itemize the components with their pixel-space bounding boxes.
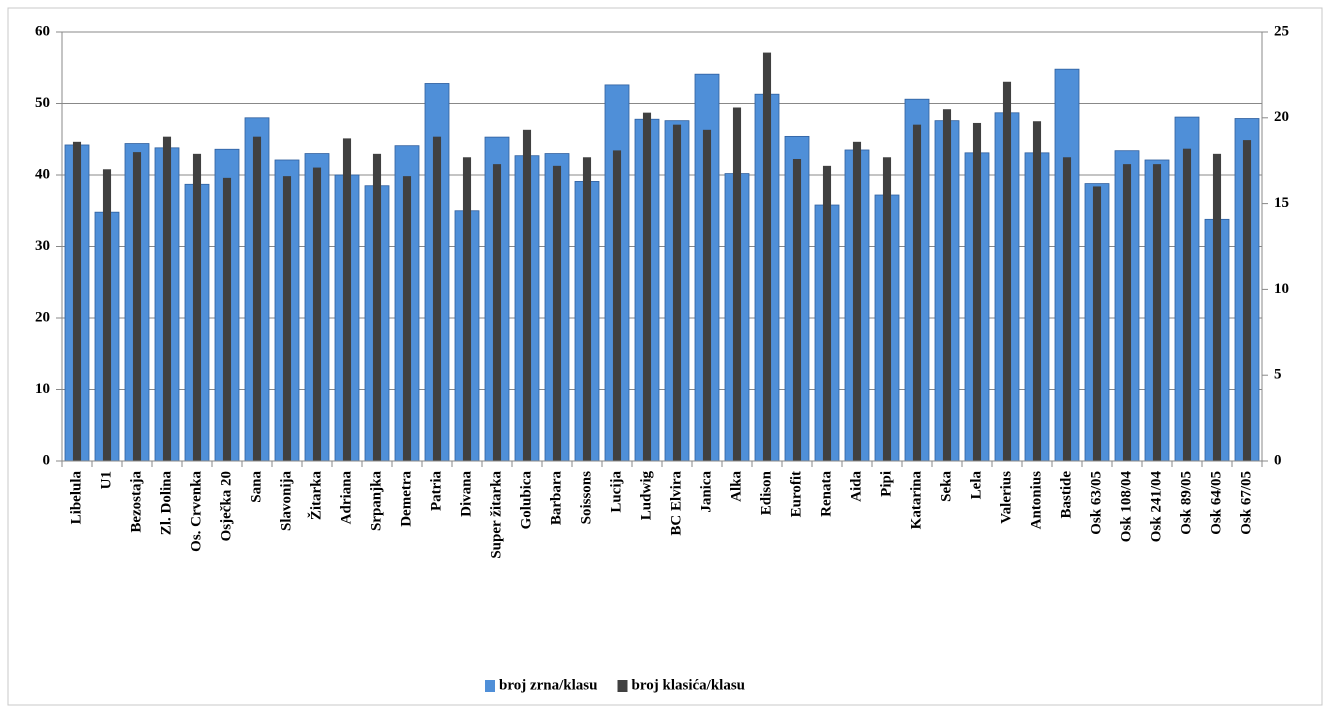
- x-tick-label: Osk 108/04: [1118, 471, 1134, 543]
- x-tick-label: Osk 63/05: [1088, 471, 1104, 535]
- x-tick-label: Pipi: [878, 471, 894, 497]
- x-tick-label: Alka: [728, 471, 744, 502]
- x-tick-label: Osk 64/05: [1208, 471, 1224, 535]
- x-tick-label: Žitarka: [307, 471, 324, 521]
- bar: [1062, 157, 1072, 461]
- bar: [792, 158, 802, 461]
- bar: [132, 152, 142, 461]
- x-tick-label: Sana: [248, 471, 264, 503]
- x-tick-label: U1: [98, 471, 114, 489]
- y-tick-label: 30: [35, 238, 50, 254]
- bar: [1152, 164, 1162, 461]
- bar: [102, 169, 112, 461]
- bar: [942, 109, 952, 461]
- bar: [1242, 140, 1252, 461]
- bar: [372, 153, 382, 461]
- bar: [462, 157, 472, 461]
- bar: [1002, 81, 1012, 461]
- x-tick-label: Ludwig: [638, 471, 654, 521]
- y2-tick-label: 10: [1274, 281, 1289, 297]
- legend-label: broj zrna/klasu: [499, 677, 598, 693]
- y2-tick-label: 20: [1274, 109, 1289, 125]
- bar: [702, 129, 712, 461]
- bar: [72, 141, 82, 461]
- bar: [432, 136, 442, 461]
- y-tick-label: 60: [35, 23, 50, 39]
- x-tick-label: Edison: [758, 470, 774, 515]
- bar: [642, 112, 652, 461]
- x-tick-label: Osk 67/05: [1238, 471, 1254, 535]
- bar: [882, 157, 892, 461]
- y2-tick-label: 0: [1274, 452, 1282, 468]
- bar: [762, 52, 772, 461]
- y-tick-label: 20: [35, 309, 50, 325]
- x-tick-label: Divana: [458, 471, 474, 517]
- x-tick-label: Janica: [698, 471, 714, 513]
- bar: [1212, 153, 1222, 461]
- x-tick-label: Golubica: [518, 471, 534, 530]
- x-tick-label: Valerius: [998, 471, 1014, 524]
- bar: [282, 176, 292, 462]
- x-tick-label: Aida: [848, 471, 864, 502]
- y2-tick-label: 25: [1274, 23, 1289, 39]
- x-tick-label: Slavonija: [278, 471, 294, 532]
- bar: [582, 157, 592, 461]
- bar: [522, 129, 532, 461]
- x-tick-label: Super žitarka: [488, 471, 504, 559]
- x-tick-label: Lucija: [608, 471, 624, 513]
- bar: [252, 136, 262, 461]
- bar: [342, 138, 352, 461]
- legend-label: broj klasića/klasu: [632, 677, 746, 693]
- bar: [1032, 121, 1042, 462]
- x-tick-label: Lela: [968, 471, 984, 500]
- bar: [162, 136, 172, 461]
- bar: [192, 153, 202, 461]
- x-tick-label: Soissons: [578, 471, 594, 525]
- x-tick-label: Os. Crvenka: [188, 471, 204, 552]
- x-tick-label: Renata: [818, 471, 834, 517]
- x-tick-label: Osk 241/04: [1148, 471, 1164, 543]
- bar: [1122, 164, 1132, 461]
- x-tick-label: Bastide: [1058, 471, 1074, 519]
- y-tick-label: 40: [35, 166, 50, 182]
- bar: [972, 122, 982, 461]
- bar: [732, 107, 742, 461]
- bar: [852, 141, 862, 461]
- bar: [492, 164, 502, 461]
- bar: [612, 150, 622, 462]
- bar: [402, 176, 412, 462]
- x-tick-label: Osječka 20: [218, 471, 234, 541]
- x-tick-label: Patria: [428, 471, 444, 511]
- bar: [552, 165, 562, 461]
- x-tick-label: Seka: [938, 471, 954, 502]
- x-tick-label: Zl. Dolina: [158, 471, 174, 536]
- bar: [1182, 148, 1192, 462]
- bar: [822, 165, 832, 461]
- x-tick-label: BC Elvira: [668, 471, 684, 536]
- legend-swatch: [617, 680, 628, 692]
- x-tick-label: Demetra: [398, 471, 414, 527]
- x-tick-label: Srpanjka: [368, 471, 384, 532]
- bar: [1092, 186, 1102, 461]
- bar: [312, 167, 322, 461]
- y-tick-label: 10: [35, 381, 50, 397]
- x-tick-label: Bezostaja: [128, 471, 144, 533]
- y-tick-label: 0: [43, 452, 51, 468]
- y-tick-label: 50: [35, 95, 50, 111]
- x-tick-label: Antonius: [1028, 471, 1044, 530]
- legend-swatch: [485, 680, 495, 692]
- x-tick-label: Libelula: [68, 471, 84, 525]
- x-tick-label: Barbara: [548, 471, 564, 526]
- y2-tick-label: 15: [1274, 195, 1289, 211]
- x-tick-label: Adriana: [338, 471, 354, 525]
- y2-tick-label: 5: [1274, 367, 1282, 383]
- x-tick-label: Eurofit: [788, 471, 804, 517]
- bar: [912, 124, 922, 461]
- bar: [672, 124, 682, 461]
- x-tick-label: Katarina: [908, 471, 924, 530]
- bar: [222, 177, 232, 462]
- x-tick-label: Osk 89/05: [1178, 471, 1194, 535]
